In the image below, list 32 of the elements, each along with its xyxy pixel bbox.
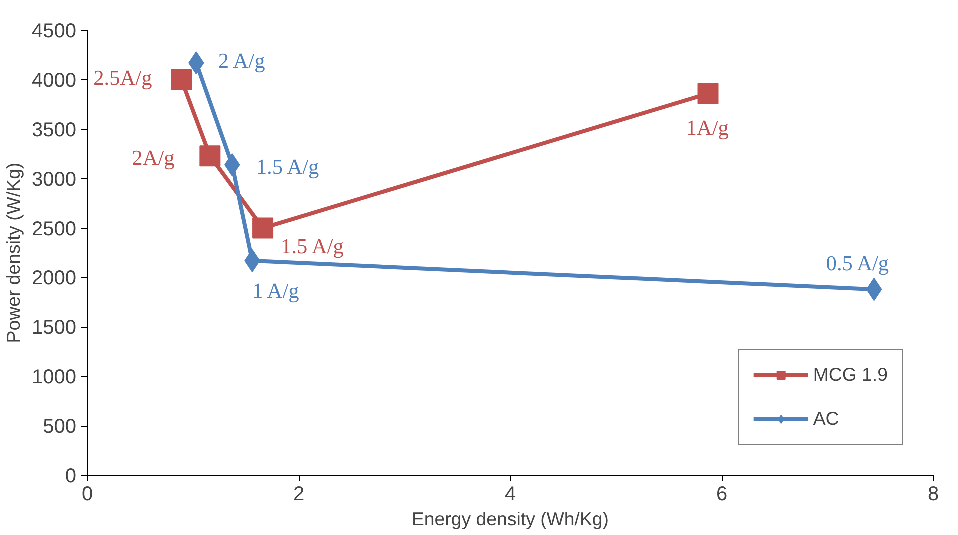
y-tick-label: 4000 [32, 70, 77, 92]
y-tick-label: 1000 [32, 366, 77, 389]
x-axis-title: Energy density (Wh/Kg) [412, 508, 610, 530]
annotation: 0.5 A/g [826, 252, 890, 276]
annotation: 1A/g [686, 116, 730, 140]
x-tick-label: 4 [504, 484, 516, 506]
annotation: 2A/g [132, 146, 176, 170]
y-tick-label: 3000 [32, 168, 77, 191]
y-tick-label: 2500 [32, 218, 77, 240]
legend-label: AC [813, 408, 840, 430]
point [698, 83, 719, 104]
x-tick-label: 0 [82, 484, 94, 506]
annotation: 2 A/g [218, 49, 266, 74]
x-tick-label: 6 [716, 484, 728, 506]
point [252, 218, 274, 239]
y-tick-label: 4500 [32, 20, 77, 42]
annotation: 1.5 A/g [256, 154, 320, 179]
y-tick-label: 1500 [32, 317, 77, 340]
y-tick-label: 0 [65, 466, 76, 488]
point [171, 69, 192, 90]
point [200, 146, 221, 167]
y-tick-label: 3500 [32, 119, 77, 142]
legend-label: MCG 1.9 [813, 364, 888, 386]
annotation: 1.5 A/g [281, 234, 344, 258]
x-tick-label: 8 [928, 484, 940, 506]
annotation: 1 A/g [252, 278, 300, 303]
y-tick-label: 500 [43, 416, 77, 438]
x-tick-label: 2 [293, 484, 305, 506]
point [866, 278, 882, 302]
annotation: 2.5A/g [94, 66, 153, 90]
y-tick-label: 2000 [32, 268, 77, 290]
y-axis-title: Power density (W/Kg) [3, 162, 24, 344]
